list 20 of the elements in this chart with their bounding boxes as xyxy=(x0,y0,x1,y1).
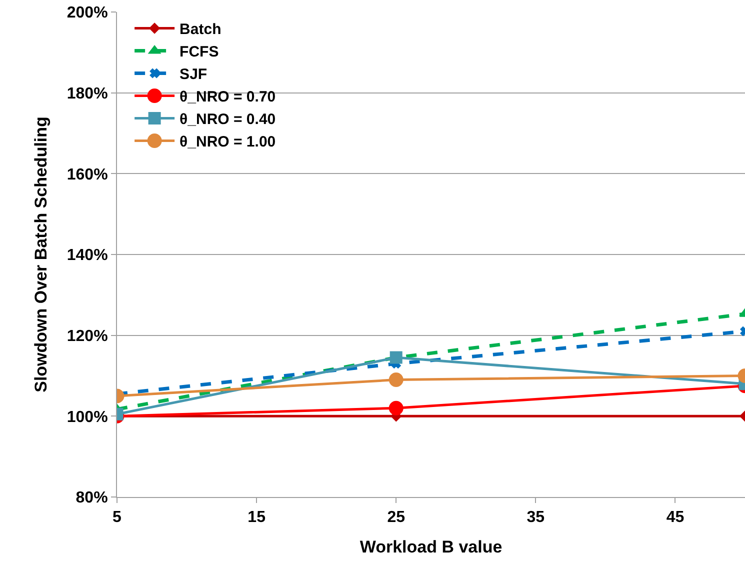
x-axis-title: Workload B value xyxy=(360,538,502,557)
legend-label: SJF xyxy=(180,66,208,84)
y-tick-label: 80% xyxy=(76,490,108,507)
x-tick-label: 5 xyxy=(112,509,122,526)
y-tick-label: 180% xyxy=(66,85,108,102)
legend-label: θ_NRO = 0.40 xyxy=(180,111,276,128)
legend-label: Batch xyxy=(180,21,222,38)
legend-label: θ_NRO = 0.70 xyxy=(180,88,276,106)
legend-label: θ_NRO = 1.00 xyxy=(180,134,276,151)
x-tick-label: 35 xyxy=(526,509,545,526)
y-tick-label: 120% xyxy=(66,328,108,345)
y-axis-title: Slowdown Over Batch Scheduling xyxy=(31,116,50,392)
x-tick-label: 45 xyxy=(666,509,684,526)
y-tick-label: 200% xyxy=(66,4,108,22)
legend-label: FCFS xyxy=(180,44,219,61)
y-tick-label: 100% xyxy=(66,408,108,426)
y-tick-label: 140% xyxy=(66,247,108,264)
x-tick-label: 15 xyxy=(248,509,266,526)
x-tick-label: 25 xyxy=(387,509,406,526)
y-tick-label: 160% xyxy=(66,166,108,184)
